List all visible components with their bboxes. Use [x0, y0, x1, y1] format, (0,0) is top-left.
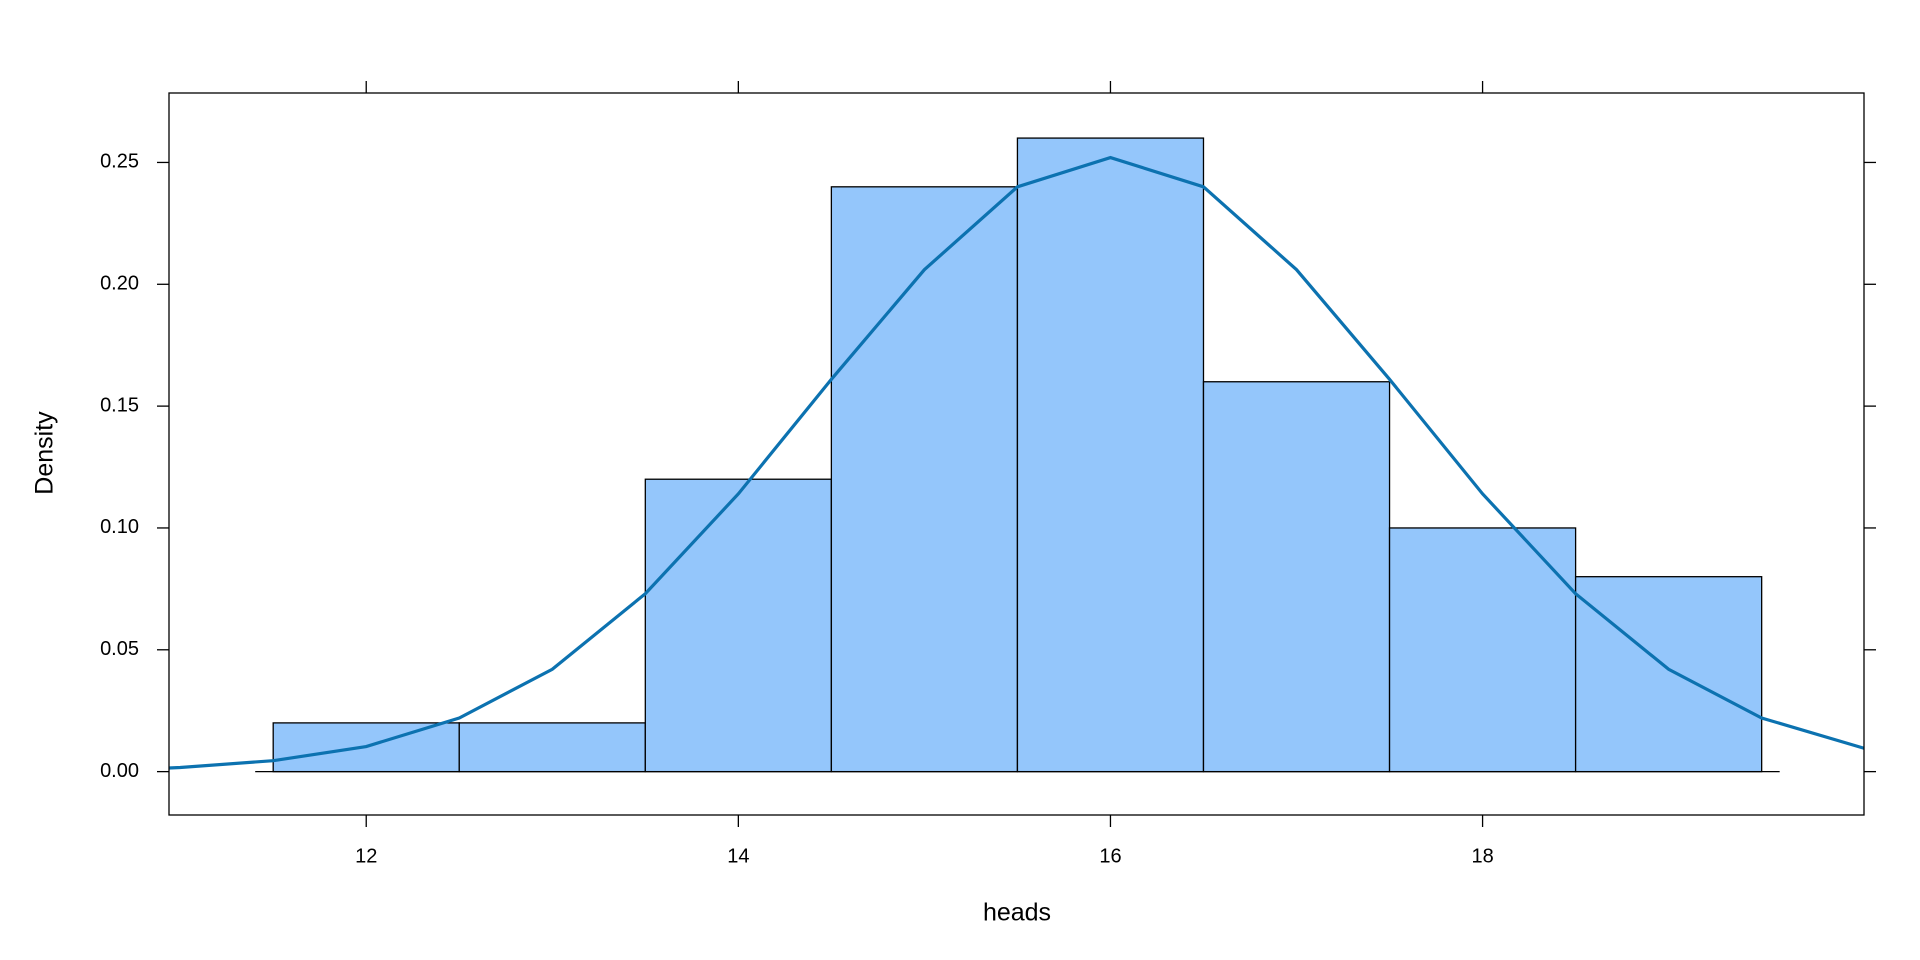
y-axis-title: Density: [31, 411, 59, 495]
x-tick-label: 18: [1471, 845, 1493, 867]
y-tick-label: 0.25: [100, 151, 139, 173]
x-tick-label: 14: [727, 845, 749, 867]
y-tick-label: 0.10: [100, 516, 139, 538]
y-tick-label: 0.20: [100, 273, 139, 295]
bar: [1202, 381, 1391, 773]
bar: [458, 722, 646, 773]
plot-frame: [168, 92, 1865, 816]
bar: [1574, 576, 1763, 773]
y-tick-label: 0.05: [100, 638, 139, 660]
bar: [1016, 137, 1205, 773]
x-axis-title: heads: [983, 899, 1051, 927]
y-tick-label: 0.15: [100, 394, 139, 416]
bar: [830, 186, 1019, 773]
bar: [1388, 527, 1577, 773]
x-tick-label: 16: [1099, 845, 1121, 867]
bar: [644, 478, 833, 773]
x-tick-label: 12: [355, 845, 377, 867]
density-line: [168, 155, 1865, 770]
y-tick-label: 0.00: [100, 760, 139, 782]
